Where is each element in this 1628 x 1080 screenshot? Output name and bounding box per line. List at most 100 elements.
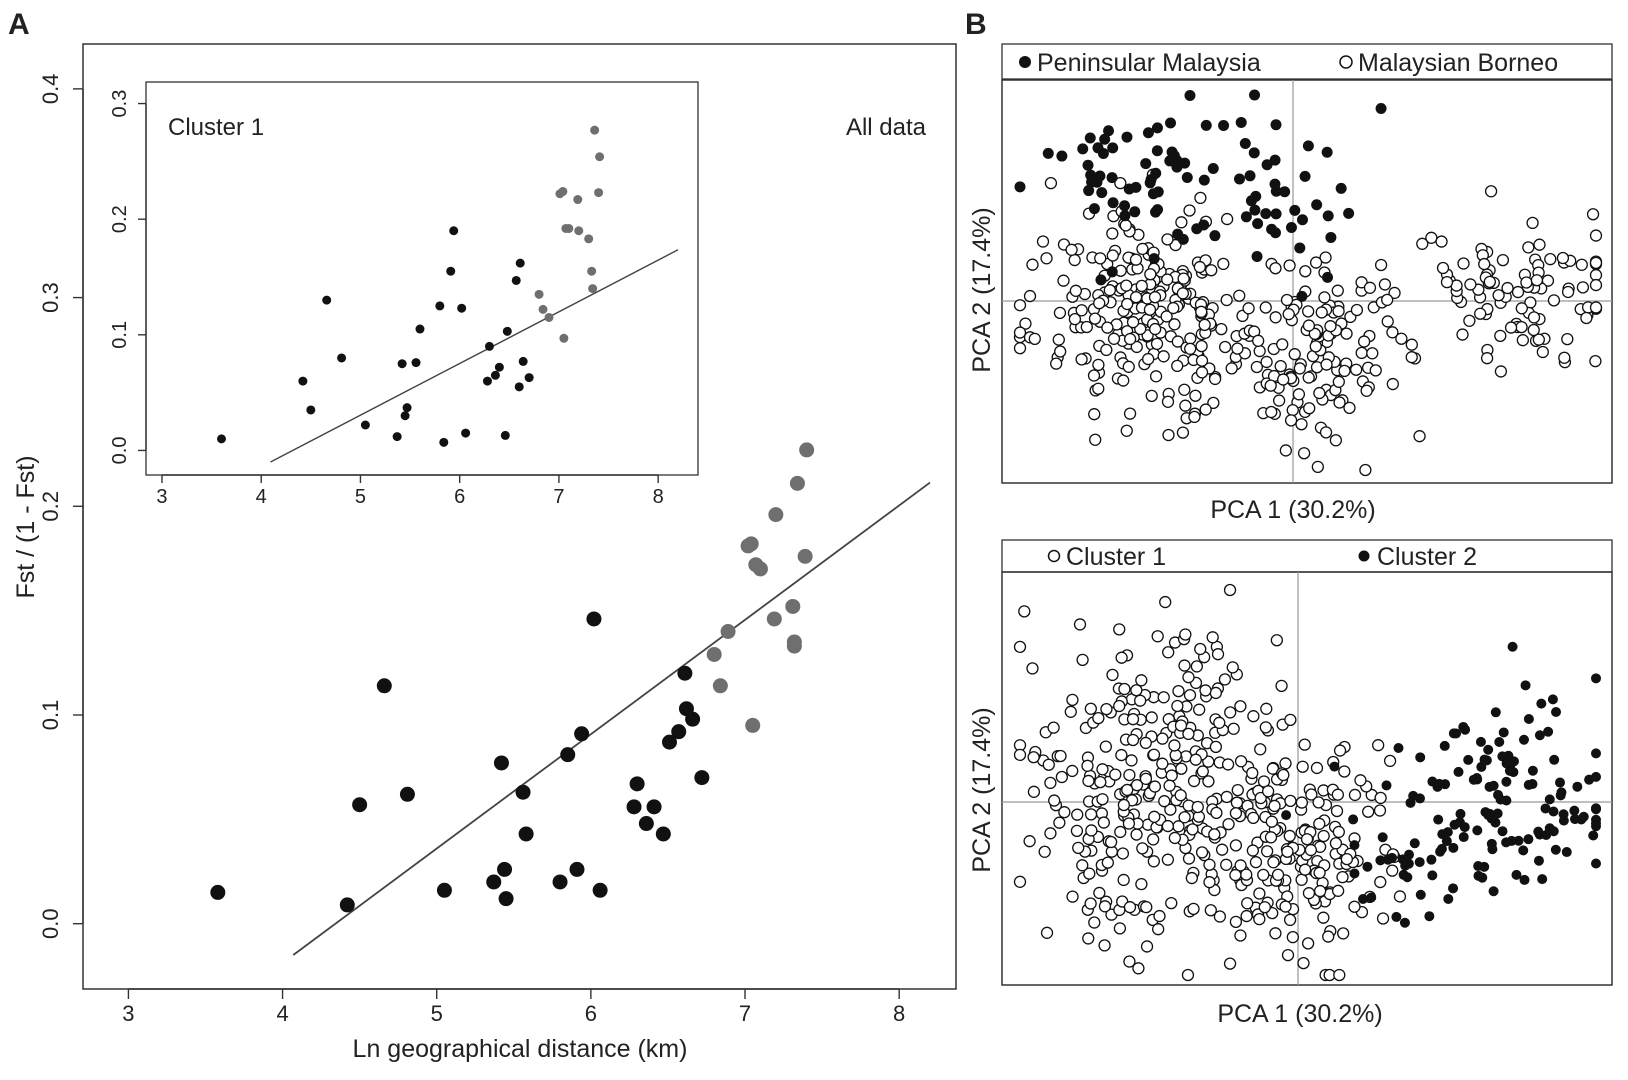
data-point bbox=[1348, 788, 1362, 802]
data-point bbox=[1165, 769, 1178, 782]
data-point bbox=[1355, 346, 1368, 360]
data-point bbox=[1121, 297, 1134, 311]
data-point bbox=[1282, 307, 1295, 321]
data-point bbox=[1561, 847, 1572, 858]
data-point bbox=[1152, 923, 1165, 936]
data-point bbox=[1121, 783, 1134, 797]
data-point bbox=[1536, 345, 1549, 359]
data-point bbox=[1044, 776, 1057, 790]
data-point bbox=[1233, 289, 1246, 302]
data-point bbox=[1284, 414, 1298, 427]
data-point bbox=[1427, 870, 1438, 881]
data-point bbox=[397, 359, 407, 369]
data-point bbox=[1094, 252, 1107, 265]
data-point bbox=[1234, 700, 1247, 713]
data-point bbox=[1183, 689, 1197, 702]
data-point bbox=[1591, 673, 1601, 684]
data-point bbox=[306, 405, 316, 415]
data-point bbox=[789, 475, 805, 491]
panel-b-bottom-legend-box bbox=[1001, 539, 1613, 573]
data-point bbox=[1276, 338, 1289, 351]
data-point bbox=[1101, 321, 1114, 334]
data-point bbox=[587, 266, 597, 276]
data-point bbox=[1123, 901, 1137, 914]
data-point bbox=[1483, 810, 1494, 821]
data-point bbox=[1147, 188, 1159, 200]
data-point bbox=[1295, 418, 1308, 431]
data-point bbox=[400, 411, 410, 421]
data-point bbox=[486, 874, 502, 890]
data-point bbox=[1312, 796, 1325, 809]
data-point bbox=[1160, 310, 1173, 323]
data-point bbox=[1198, 318, 1211, 331]
data-point bbox=[1554, 777, 1565, 788]
panel-a-main-chart: 3 4 5 6 7 8 0.0 0.1 0.2 0.3 0.4 All data Ln geogr… bbox=[12, 43, 957, 1063]
data-point bbox=[661, 734, 677, 750]
data-point bbox=[752, 561, 768, 577]
legend-marker-open bbox=[1047, 549, 1061, 563]
data-point bbox=[1220, 858, 1233, 871]
data-point bbox=[1013, 299, 1027, 312]
data-point bbox=[217, 434, 227, 444]
data-point bbox=[1241, 897, 1254, 910]
data-point bbox=[1448, 842, 1459, 853]
data-point bbox=[1362, 861, 1373, 872]
data-point bbox=[402, 403, 412, 413]
y-tick-label: 0.2 bbox=[38, 491, 63, 522]
data-point bbox=[1234, 755, 1248, 768]
data-point bbox=[1497, 826, 1508, 837]
data-point bbox=[1274, 360, 1287, 373]
data-point bbox=[1092, 142, 1104, 154]
data-point bbox=[1488, 780, 1499, 791]
data-point bbox=[1144, 268, 1157, 281]
panel-letter-b: B bbox=[965, 8, 987, 41]
panel-a-y-axis-title: Fst / (1 - Fst) bbox=[12, 455, 40, 598]
data-point bbox=[1065, 243, 1078, 256]
data-point bbox=[1332, 375, 1345, 388]
data-point bbox=[1220, 293, 1233, 307]
data-point bbox=[1013, 748, 1027, 762]
data-point bbox=[1350, 303, 1364, 317]
data-point bbox=[1088, 916, 1101, 929]
panel-b-top-plot-frame bbox=[1001, 79, 1613, 484]
data-point bbox=[1267, 856, 1280, 869]
data-point bbox=[1132, 962, 1145, 975]
data-point bbox=[484, 341, 494, 351]
data-point bbox=[706, 646, 722, 662]
data-point bbox=[1023, 835, 1036, 848]
data-point bbox=[1455, 808, 1466, 819]
data-point bbox=[1527, 765, 1538, 776]
data-point bbox=[1515, 302, 1528, 315]
data-point bbox=[1302, 140, 1314, 152]
data-point bbox=[638, 816, 654, 832]
data-point bbox=[1117, 798, 1131, 812]
data-point bbox=[1075, 304, 1088, 317]
data-point bbox=[1101, 856, 1114, 869]
data-point bbox=[1313, 884, 1327, 898]
data-point bbox=[1591, 771, 1601, 782]
data-point bbox=[1480, 352, 1494, 365]
data-point bbox=[1372, 739, 1385, 752]
data-point bbox=[1354, 774, 1367, 787]
panel-b-top-legend-box bbox=[1001, 43, 1613, 80]
data-point bbox=[594, 188, 604, 198]
data-point bbox=[1556, 787, 1567, 798]
data-point bbox=[574, 726, 590, 742]
data-point bbox=[1578, 811, 1589, 822]
data-point bbox=[1198, 174, 1210, 186]
data-point bbox=[1490, 817, 1501, 828]
x-tick-label: 5 bbox=[431, 1001, 443, 1026]
data-point bbox=[1269, 154, 1281, 166]
panel-b-top-chart: Peninsular Malaysia Malaysian Borneo PCA… bbox=[968, 43, 1613, 524]
data-point bbox=[1117, 374, 1130, 387]
data-point bbox=[1229, 807, 1243, 820]
data-point bbox=[1393, 890, 1407, 903]
data-point bbox=[1443, 893, 1454, 904]
data-point bbox=[1068, 253, 1081, 267]
data-point bbox=[1240, 909, 1253, 923]
data-point bbox=[1520, 276, 1533, 289]
data-point bbox=[1357, 893, 1368, 904]
data-point bbox=[1501, 795, 1512, 806]
data-point bbox=[595, 152, 605, 162]
data-point bbox=[1275, 679, 1288, 692]
